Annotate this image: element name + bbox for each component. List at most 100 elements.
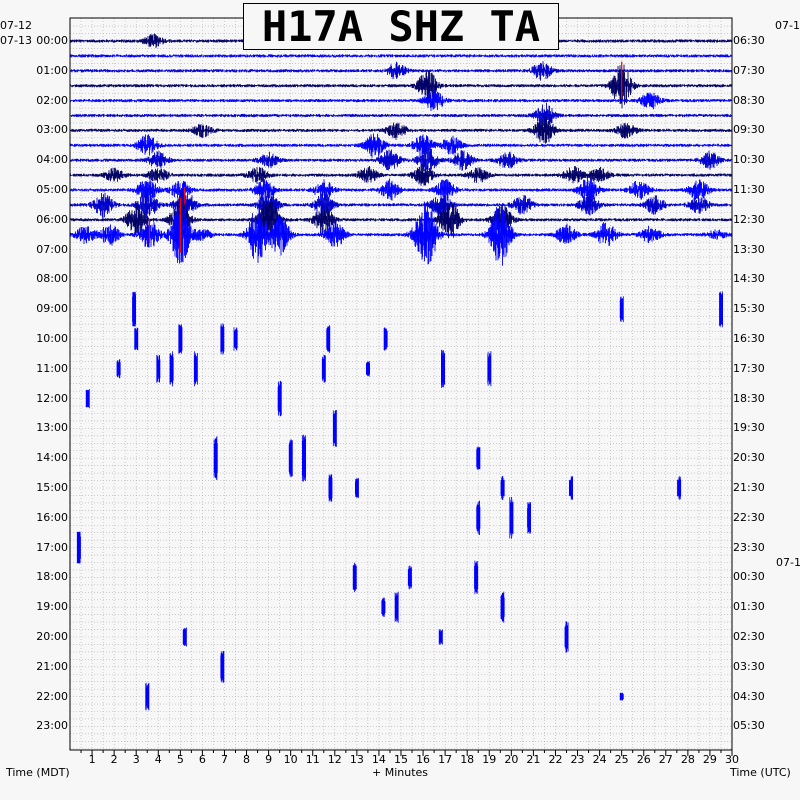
event-waveform	[500, 476, 505, 500]
left-time-label: 20:00	[36, 630, 68, 643]
trace-row	[69, 61, 733, 81]
x-tick-label: 9	[265, 753, 273, 766]
right-date-label: 07-12	[775, 19, 800, 32]
event-waveform	[156, 354, 161, 383]
x-tick-label: 2	[110, 753, 118, 766]
left-time-label: 09:00	[36, 302, 68, 316]
event-waveform	[619, 296, 624, 323]
event-waveform	[213, 436, 218, 480]
right-time-label: 22:30	[733, 510, 765, 524]
event-waveform	[438, 629, 443, 645]
right-time-label: 19:30	[733, 421, 765, 435]
event-waveform	[169, 351, 174, 387]
right-time-label: 20:30	[733, 451, 765, 465]
right-time-label: 16:30	[733, 332, 765, 345]
x-tick-label: 28	[680, 753, 695, 766]
left-time-label: 12:00	[36, 391, 68, 405]
event-waveform	[178, 324, 183, 354]
event-waveform	[476, 500, 481, 535]
x-tick-label: 10	[283, 753, 298, 766]
left-time-label: 01:00	[36, 63, 68, 77]
x-tick-label: 23	[570, 753, 585, 766]
x-tick-label: 27	[658, 753, 673, 766]
left-time-label: 18:00	[36, 570, 68, 584]
chart-title: H17A SHZ TA	[261, 2, 541, 51]
event-waveform	[394, 591, 399, 623]
x-tick-label: 26	[636, 753, 651, 766]
left-date-label: 07-12	[0, 19, 32, 32]
event-waveform	[321, 355, 326, 383]
event-waveform	[352, 562, 357, 593]
event-waveform	[132, 291, 136, 327]
event-waveform	[509, 496, 514, 539]
x-tick-label: 20	[504, 753, 519, 766]
right-time-label: 17:30	[733, 361, 765, 375]
event-waveform	[366, 361, 370, 377]
event-waveform	[407, 565, 412, 590]
x-axis-label: + Minutes	[372, 766, 429, 779]
x-tick-label: 12	[327, 753, 342, 766]
x-tick-label: 3	[132, 753, 140, 766]
x-tick-label: 25	[614, 753, 629, 766]
left-time-label: 19:00	[36, 600, 68, 614]
left-time-label: 08:00	[36, 272, 68, 286]
right-time-label: 10:30	[733, 153, 765, 167]
x-tick-label: 8	[243, 753, 251, 766]
left-axis-label: Time (MDT)	[6, 766, 70, 779]
right-time-label: 00:30	[733, 570, 765, 584]
event-waveform	[487, 351, 492, 387]
x-tick-label: 19	[482, 753, 497, 766]
right-time-label: 12:30	[733, 212, 765, 226]
left-time-label: 23:00	[36, 719, 68, 733]
event-waveform	[476, 446, 481, 470]
right-time-label: 09:30	[733, 123, 765, 137]
x-tick-label: 30	[725, 753, 739, 766]
x-tick-label: 6	[198, 753, 206, 766]
left-time-label: 11:00	[36, 361, 68, 375]
x-tick-label: 14	[371, 753, 386, 766]
event-waveform	[288, 439, 293, 477]
left-time-label: 13:00	[36, 421, 68, 435]
right-axis-label: Time (UTC)	[730, 766, 791, 779]
event-waveform	[277, 380, 282, 417]
event-waveform	[381, 597, 386, 617]
right-time-label: 15:30	[733, 302, 765, 316]
event-waveform	[116, 359, 121, 379]
x-tick-label: 24	[592, 753, 607, 766]
event-waveform	[76, 531, 81, 564]
right-time-label: 08:30	[733, 93, 765, 107]
trace-row	[69, 147, 733, 174]
right-time-label: 21:30	[733, 481, 765, 494]
left-time-label: 16:00	[36, 510, 68, 524]
right-time-label: 04:30	[733, 689, 765, 703]
left-time-label: 15:00	[36, 481, 68, 494]
x-tick-label: 5	[176, 753, 184, 766]
event-waveform	[441, 349, 445, 388]
trace-row	[69, 177, 733, 204]
x-tick-label: 11	[305, 753, 320, 766]
event-waveform	[332, 410, 337, 447]
event-waveform	[220, 650, 225, 683]
event-waveform	[233, 327, 238, 351]
left-time-label: 05:00	[36, 183, 68, 196]
event-waveform	[527, 502, 531, 534]
event-waveform	[619, 692, 624, 701]
right-time-label: 03:30	[733, 659, 765, 673]
event-waveform	[355, 478, 359, 498]
event-waveform	[564, 621, 569, 653]
event-waveform	[677, 476, 682, 500]
event-waveform	[500, 591, 505, 623]
left-time-label: 10:00	[36, 332, 68, 345]
x-tick-label: 7	[220, 753, 228, 766]
x-tick-label: 1	[88, 753, 96, 766]
event-waveform	[328, 474, 333, 502]
trace-row	[69, 89, 733, 111]
right-time-label: 23:30	[733, 540, 765, 554]
title-box: H17A SHZ TA	[243, 3, 559, 50]
left-time-label: 21:00	[36, 659, 68, 673]
event-waveform	[85, 389, 90, 409]
right-time-label: 14:30	[733, 272, 765, 286]
left-date-label: 07-13	[0, 34, 32, 47]
